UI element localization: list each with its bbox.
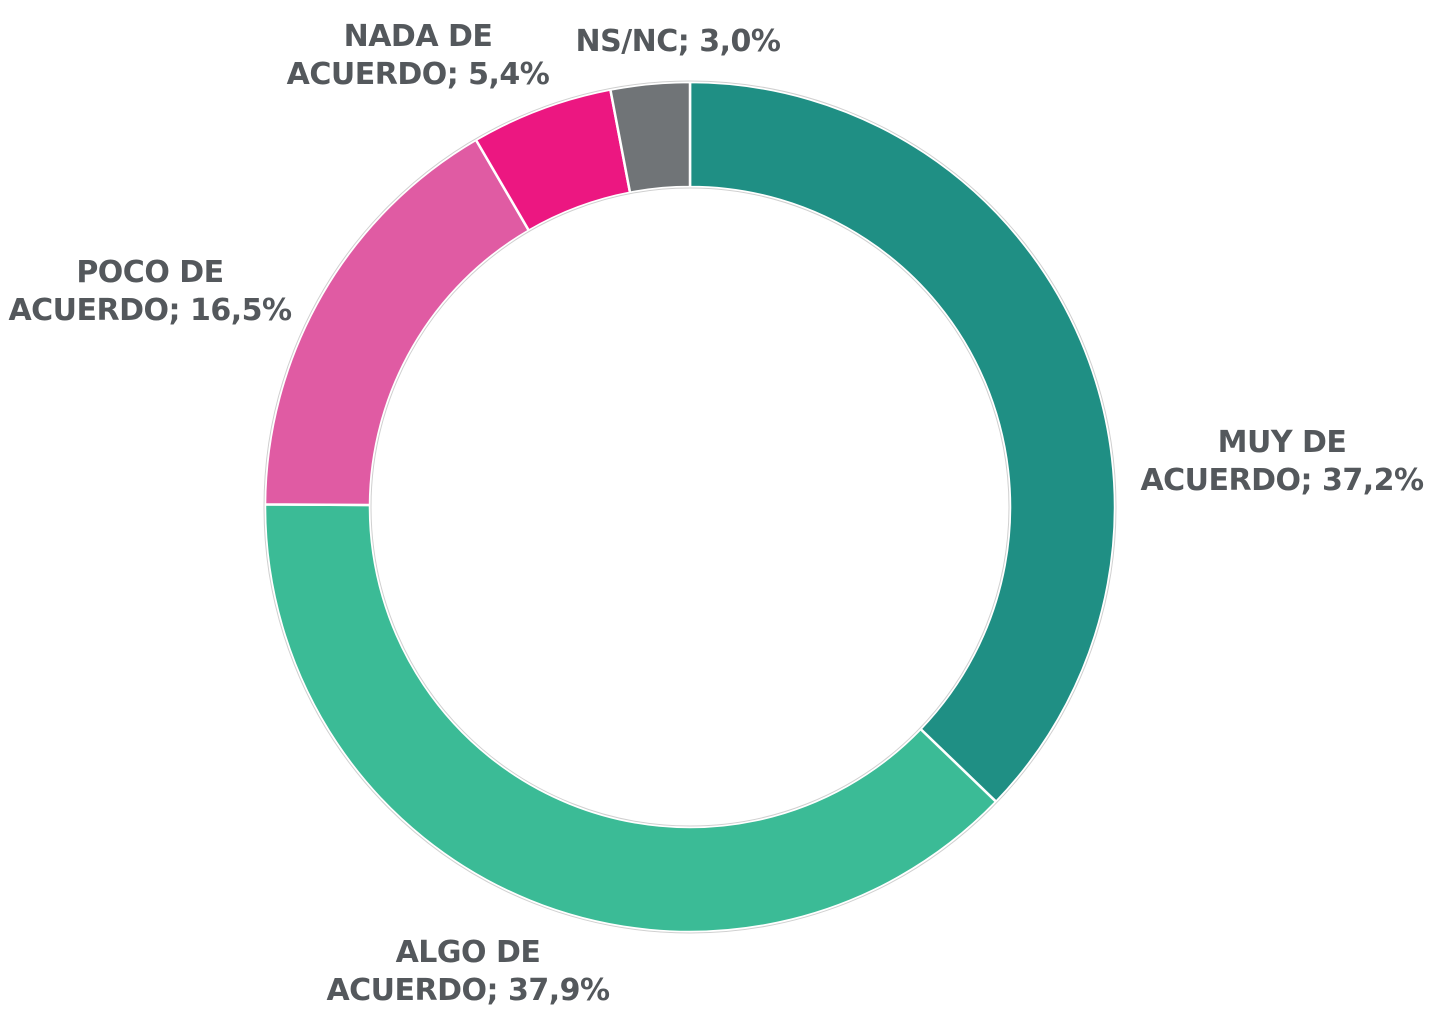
outer-outline	[263, 80, 1117, 934]
donut-slice	[263, 138, 531, 507]
donut-slice	[608, 80, 692, 195]
slice-label: NS/NC; 3,0%	[576, 24, 781, 59]
slice-label: NADA DE ACUERDO; 5,4%	[287, 19, 550, 92]
inner-outline	[370, 187, 1010, 827]
donut-slice	[688, 80, 1117, 804]
slice-label: MUY DE ACUERDO; 37,2%	[1140, 425, 1424, 498]
slice-label: POCO DE ACUERDO; 16,5%	[8, 255, 292, 328]
slice-label: ALGO DE ACUERDO; 37,9%	[326, 935, 610, 1008]
donut-slice	[263, 503, 998, 934]
